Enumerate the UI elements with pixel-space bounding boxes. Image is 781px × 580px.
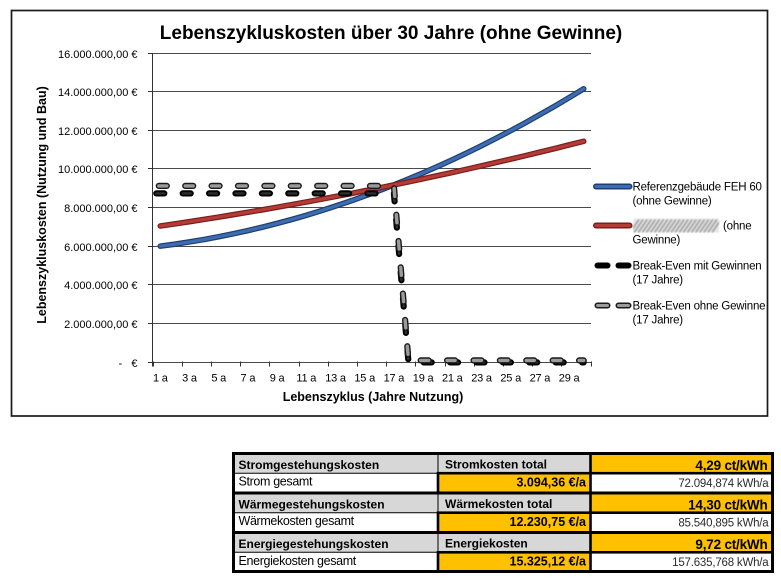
svg-text:27 a: 27 a (530, 373, 552, 385)
svg-text:Wärmekosten gesamt: Wärmekosten gesamt (239, 514, 355, 528)
svg-text:157.635,768 kWh/a: 157.635,768 kWh/a (672, 557, 769, 569)
svg-text:11 a: 11 a (296, 373, 317, 385)
svg-text:3 a: 3 a (182, 373, 198, 385)
svg-text:2.000.000,00 €: 2.000.000,00 € (64, 319, 137, 331)
svg-text:(ohne: (ohne (723, 221, 751, 233)
svg-text:15 a: 15 a (354, 373, 376, 385)
svg-text:9 a: 9 a (270, 373, 286, 385)
svg-text:Stromgestehungskosten: Stromgestehungskosten (239, 458, 380, 472)
svg-text:15.325,12 €/a: 15.325,12 €/a (510, 555, 588, 569)
svg-text:Break-Even ohne Gewinne: Break-Even ohne Gewinne (633, 301, 766, 313)
svg-text:7 a: 7 a (241, 373, 257, 385)
svg-text:(ohne Gewinne): (ohne Gewinne) (633, 196, 712, 208)
svg-text:Energiekosten gesamt: Energiekosten gesamt (239, 554, 357, 568)
svg-text:13 a: 13 a (325, 373, 347, 385)
svg-text:4.000.000,00 €: 4.000.000,00 € (64, 280, 137, 292)
svg-text:19 a: 19 a (413, 373, 435, 385)
svg-text:Wärmekosten total: Wärmekosten total (445, 497, 552, 511)
svg-text:Lebenszykluskosten (Nutzung un: Lebenszykluskosten (Nutzung und Bau) (35, 86, 49, 324)
svg-text:Wärmegestehungskosten: Wärmegestehungskosten (239, 498, 385, 512)
svg-text:Stromkosten total: Stromkosten total (445, 458, 547, 472)
svg-text:12.230,75 €/a: 12.230,75 €/a (510, 515, 588, 529)
svg-text:(17 Jahre): (17 Jahre) (633, 315, 684, 327)
svg-text:17 a: 17 a (384, 373, 406, 385)
svg-text:21 a: 21 a (442, 373, 464, 385)
svg-text:- €: - € (119, 358, 138, 370)
svg-text:Gewinne): Gewinne) (633, 235, 681, 247)
svg-text:12.000.000,00 €: 12.000.000,00 € (58, 126, 138, 138)
svg-text:72.094,874 kWh/a: 72.094,874 kWh/a (678, 478, 769, 490)
svg-text:14,30 ct/kWh: 14,30 ct/kWh (688, 497, 767, 512)
svg-text:4,29 ct/kWh: 4,29 ct/kWh (695, 458, 767, 473)
svg-text:Lebenszyklus (Jahre Nutzung): Lebenszyklus (Jahre Nutzung) (283, 390, 464, 404)
svg-text:25 a: 25 a (500, 373, 522, 385)
svg-text:3.094,36 €/a: 3.094,36 €/a (516, 475, 587, 489)
svg-text:23 a: 23 a (471, 373, 493, 385)
svg-text:10.000.000,00 €: 10.000.000,00 € (58, 164, 138, 176)
svg-text:16.000.000,00 €: 16.000.000,00 € (58, 49, 138, 61)
svg-text:Referenzgebäude FEH 60: Referenzgebäude FEH 60 (633, 182, 762, 194)
svg-text:8.000.000,00 €: 8.000.000,00 € (64, 203, 137, 215)
svg-text:Strom gesamt: Strom gesamt (239, 475, 313, 489)
svg-text:6.000.000,00 €: 6.000.000,00 € (64, 242, 137, 254)
svg-text:5 a: 5 a (211, 373, 227, 385)
svg-text:9,72 ct/kWh: 9,72 ct/kWh (695, 537, 767, 552)
svg-text:(17 Jahre): (17 Jahre) (633, 275, 684, 287)
svg-text:85.540,895 kWh/a: 85.540,895 kWh/a (678, 517, 769, 529)
svg-text:Break-Even mit Gewinnen: Break-Even mit Gewinnen (633, 261, 762, 273)
svg-text:Lebenszykluskosten über 30 Jah: Lebenszykluskosten über 30 Jahre (ohne G… (160, 23, 622, 44)
svg-text:Energiegestehungskosten: Energiegestehungskosten (239, 537, 389, 551)
svg-text:1 a: 1 a (153, 373, 169, 385)
svg-text:14.000.000,00 €: 14.000.000,00 € (58, 87, 138, 99)
svg-text:29 a: 29 a (559, 373, 581, 385)
svg-text:Energiekosten: Energiekosten (445, 537, 528, 551)
